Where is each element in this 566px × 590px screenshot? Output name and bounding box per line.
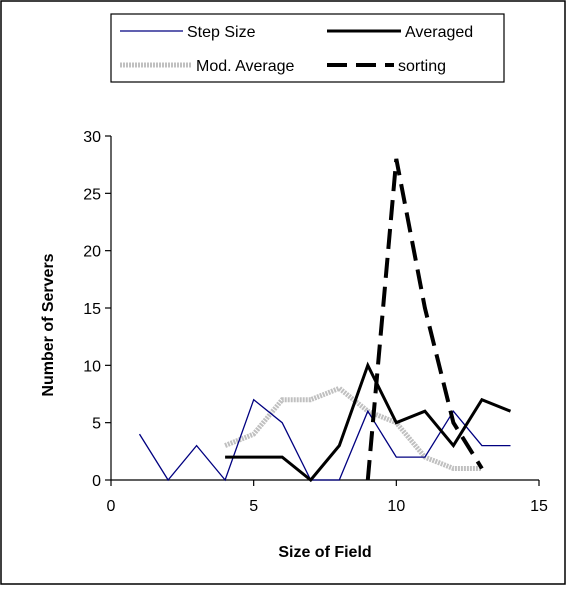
y-tick-label: 25 bbox=[83, 186, 101, 203]
plot-area: 0 5 10 15 20 25 30 0 5 10 15 bbox=[83, 129, 548, 515]
y-tick-label: 5 bbox=[92, 416, 101, 433]
legend-label-averaged: Averaged bbox=[405, 24, 473, 41]
y-tick-label: 10 bbox=[83, 358, 101, 375]
y-tick-label: 0 bbox=[92, 473, 101, 490]
legend-label-sorting: sorting bbox=[398, 58, 446, 75]
legend-label-step-size: Step Size bbox=[187, 24, 256, 41]
series-line-step-size bbox=[138, 398, 511, 482]
legend: Step Size Averaged Mod. Average sorting bbox=[110, 13, 505, 83]
x-tick-label: 15 bbox=[530, 498, 548, 515]
y-axis-title: Number of Servers bbox=[40, 253, 57, 396]
y-tick-label: 20 bbox=[83, 244, 101, 261]
legend-box bbox=[110, 13, 505, 83]
y-tick-label: 15 bbox=[83, 301, 101, 318]
y-tick-label: 30 bbox=[83, 129, 101, 146]
x-axis-title: Size of Field bbox=[278, 544, 371, 561]
legend-label-mod-average: Mod. Average bbox=[196, 58, 295, 75]
series-line-sorting bbox=[365, 158, 484, 481]
x-tick-label: 0 bbox=[107, 498, 116, 515]
x-tick-label: 5 bbox=[249, 498, 258, 515]
x-tick-label: 10 bbox=[387, 498, 405, 515]
series-line-mod-average bbox=[224, 385, 482, 471]
series-line-averaged bbox=[225, 361, 512, 483]
